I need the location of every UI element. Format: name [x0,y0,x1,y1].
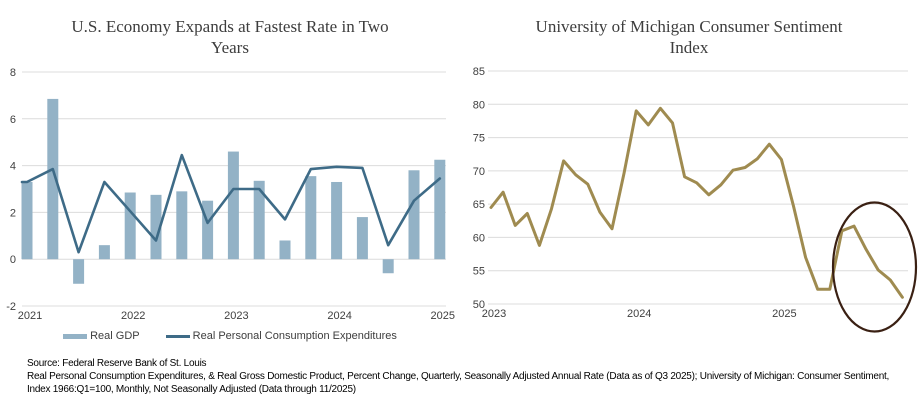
gdp-chart-title-line1: U.S. Economy Expands at Fastest Rate in … [71,17,389,36]
gdp-bar [253,180,265,260]
x-tick-label: 2022 [121,310,145,322]
x-tick-label: 2023 [482,308,506,320]
gdp-chart-title: U.S. Economy Expands at Fastest Rate in … [0,16,460,58]
sentiment-chart-title: University of Michigan Consumer Sentimen… [459,16,919,58]
gdp-bar [408,170,420,260]
gdp-bar [382,259,394,274]
pce-swatch-icon [165,334,190,338]
source-note-line3: Index 1966:Q1=100, Monthly, Not Seasonal… [27,384,356,395]
legend-item-pce: Real Personal Consumption Expenditures [165,330,397,342]
source-note-line1: Source: Federal Reserve Bank of St. Loui… [27,358,207,369]
pce-line [20,153,442,254]
pce-legend-label: Real Personal Consumption Expenditures [192,330,397,342]
y-tick-label: 50 [473,299,485,311]
gdp-bar [279,240,291,260]
y-tick-label: 65 [473,199,485,211]
y-tick-label: 0 [10,254,16,266]
gdp-chart-title-line2: Years [211,38,249,57]
gdp-bar [202,200,214,260]
source-note-line2: Real Personal Consumption Expenditures, … [27,371,890,382]
gdp-bar [356,217,368,260]
gdp-bar [176,191,188,260]
gdp-bar [434,159,446,260]
gdp-bar [98,245,110,260]
gdp-bar [21,181,33,260]
x-tick-label: 2024 [627,308,651,320]
x-tick-label: 2025 [772,308,796,320]
gdp-bar [305,176,317,260]
y-tick-label: 4 [10,161,16,173]
real-gdp-legend-label: Real GDP [90,330,140,342]
gdp-bar [124,192,136,260]
x-tick-label: 2021 [18,310,42,322]
y-tick-label: 75 [473,133,485,145]
y-tick-label: 55 [473,266,485,278]
y-tick-label: 8 [10,67,16,79]
gdp-bar [47,98,59,260]
gdp-bar [73,259,85,284]
source-note: Source: Federal Reserve Bank of St. Loui… [27,357,889,396]
sentiment-chart-title-line2: Index [669,38,709,57]
legend: Real GDP Real Personal Consumption Expen… [0,330,460,342]
y-tick-label: 60 [473,232,485,244]
sentiment-line [489,106,904,299]
sentiment-chart-title-line1: University of Michigan Consumer Sentimen… [535,17,843,36]
y-tick-label: 6 [10,114,16,126]
y-tick-label: -2 [6,301,16,313]
y-tick-label: 70 [473,166,485,178]
gdp-bar [331,181,343,260]
legend-item-real-gdp: Real GDP [63,330,140,342]
x-tick-label: 2025 [431,310,455,322]
y-tick-label: 85 [473,66,485,78]
y-tick-label: 80 [473,99,485,111]
x-tick-label: 2024 [327,310,351,322]
highlight-ellipse-annotation [831,201,918,333]
real-gdp-swatch-icon [63,333,88,339]
x-tick-label: 2023 [224,310,248,322]
gdp-bar [227,151,239,260]
y-tick-label: 2 [10,207,16,219]
gdp-bar [150,194,162,260]
